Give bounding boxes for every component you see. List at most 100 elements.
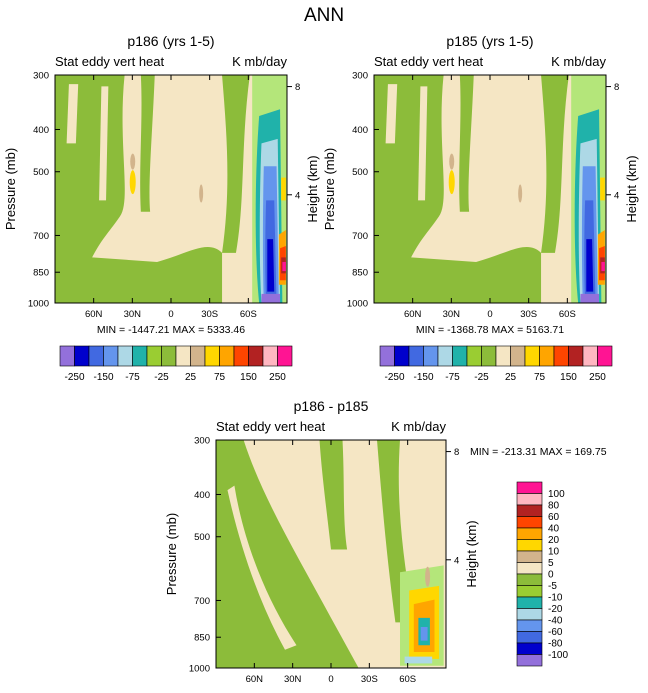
colorbar-swatch <box>175 345 191 367</box>
stats-label: MIN = -1368.78 MAX = 5163.71 <box>416 324 564 336</box>
y-tick-label: 700 <box>33 231 49 242</box>
height-tick-label: 8 <box>454 447 459 458</box>
contour-region-yellow <box>281 177 286 201</box>
chart-right-label: K mb/day <box>551 54 606 69</box>
colorbar-label: -20 <box>548 604 563 615</box>
colorbar-swatch <box>495 345 511 367</box>
colorbar-swatch <box>516 654 543 667</box>
contour-blob-tan <box>449 153 455 170</box>
y-axis-label-right: Height (km) <box>464 520 479 587</box>
colorbar-swatch <box>516 481 543 494</box>
height-tick-label: 4 <box>454 555 459 566</box>
colorbar-swatch <box>59 345 75 367</box>
colorbar-swatch <box>219 345 235 367</box>
y-tick-label: 700 <box>352 231 368 242</box>
y-axis-label: Pressure (mb) <box>322 148 337 230</box>
chart-title: p186 - p185 <box>294 398 369 414</box>
colorbar-swatch <box>277 345 293 367</box>
contour-region-pink <box>282 261 286 272</box>
colorbar-label: -60 <box>548 627 563 638</box>
colorbar-label: -75 <box>125 372 140 383</box>
colorbar-swatch <box>88 345 104 367</box>
colorbar-label: 250 <box>269 372 286 383</box>
colorbar-swatch <box>510 345 526 367</box>
colorbar-swatch <box>103 345 119 367</box>
contour-band-green <box>459 75 474 212</box>
chart-panel-2: p185 (yrs 1-5) Stat eddy vert heat K mb/da… <box>322 33 639 336</box>
x-tick-label: 60S <box>240 309 257 320</box>
colorbar-label: 20 <box>548 535 560 546</box>
y-tick-label: 1000 <box>189 664 210 675</box>
colorbar-label: 5 <box>548 558 554 569</box>
contour-region-purple <box>580 293 600 303</box>
colorbar-swatch <box>117 345 133 367</box>
x-tick-label: 60N <box>404 309 422 320</box>
colorbar-swatch <box>146 345 162 367</box>
colorbar-swatch <box>437 345 453 367</box>
height-tick-label: 4 <box>295 190 300 201</box>
colorbar-swatch <box>516 573 543 586</box>
x-tick-label: 30S <box>201 309 218 320</box>
contour-region-purple <box>261 293 281 303</box>
colorbar-label: 60 <box>548 512 560 523</box>
contour-band-green-south <box>222 75 250 253</box>
contour-blob-yellow <box>448 170 455 195</box>
x-tick-label: 0 <box>168 309 173 320</box>
colorbar-label: -5 <box>548 581 557 592</box>
colorbar-swatch <box>516 585 543 598</box>
y-tick-label: 400 <box>352 125 368 136</box>
colorbar-swatch <box>248 345 264 367</box>
contour-region-yellow <box>600 177 605 201</box>
page-title: ANN <box>304 5 344 26</box>
x-tick-label: 60S <box>399 674 416 685</box>
colorbars-layer: -250 -150 -75 -25 25 75 150 250 -250 -150 -75 -25 25… <box>59 345 613 667</box>
colorbar-swatch <box>516 493 543 506</box>
contour-band-green <box>319 440 348 550</box>
y-tick-label: 850 <box>352 268 368 279</box>
colorbar-label: 0 <box>548 570 554 581</box>
chart-left-label: Stat eddy vert heat <box>216 419 326 434</box>
contour-region-navy <box>267 239 275 292</box>
colorbar-swatch <box>262 345 278 367</box>
y-tick-label: 1000 <box>28 299 49 310</box>
y-tick-label: 300 <box>352 71 368 82</box>
contour-region-navy <box>586 239 594 292</box>
contour-streak-beige <box>418 86 428 201</box>
chart-right-label: K mb/day <box>391 419 446 434</box>
chart-title: p185 (yrs 1-5) <box>446 33 533 49</box>
chart-left-label: Stat eddy vert heat <box>374 54 484 69</box>
colorbar-label: -40 <box>548 616 563 627</box>
colorbar-label: 150 <box>240 372 257 383</box>
colorbar-label: -75 <box>445 372 460 383</box>
height-tick-label: 4 <box>614 190 619 201</box>
colorbar-swatch <box>379 345 395 367</box>
x-tick-label: 30N <box>443 309 461 320</box>
contour-blob-yellow <box>129 170 136 195</box>
contour-blob-tan <box>518 184 523 203</box>
colorbar-label: -250 <box>384 372 404 383</box>
colorbar-swatch <box>161 345 177 367</box>
colorbar-swatch <box>539 345 555 367</box>
contour-band-green <box>140 75 155 212</box>
y-tick-label: 500 <box>194 532 210 543</box>
x-tick-label: 0 <box>487 309 492 320</box>
colorbar-swatch <box>516 550 543 563</box>
y-tick-label: 850 <box>33 268 49 279</box>
colorbar-horizontal-1: -250 -150 -75 -25 25 75 150 250 <box>59 345 293 383</box>
colorbar-swatch <box>394 345 410 367</box>
colorbar-swatch <box>524 345 540 367</box>
x-tick-label: 0 <box>328 674 333 685</box>
contour-field <box>55 75 287 303</box>
colorbar-label: -80 <box>548 639 563 650</box>
contour-band-green-south <box>541 75 569 253</box>
plots-layer: p186 (yrs 1-5) Stat eddy vert heat K mb/da… <box>3 33 639 685</box>
contour-region-cornflower <box>420 626 428 641</box>
colorbar-horizontal-2: -250 -150 -75 -25 25 75 150 250 <box>379 345 613 383</box>
colorbar-label: 80 <box>548 501 560 512</box>
chart-panel-1: p186 (yrs 1-5) Stat eddy vert heat K mb/da… <box>3 33 320 336</box>
colorbar-label: 10 <box>548 547 560 558</box>
y-tick-label: 850 <box>194 633 210 644</box>
colorbar-swatch <box>568 345 584 367</box>
colorbar-swatch <box>204 345 220 367</box>
